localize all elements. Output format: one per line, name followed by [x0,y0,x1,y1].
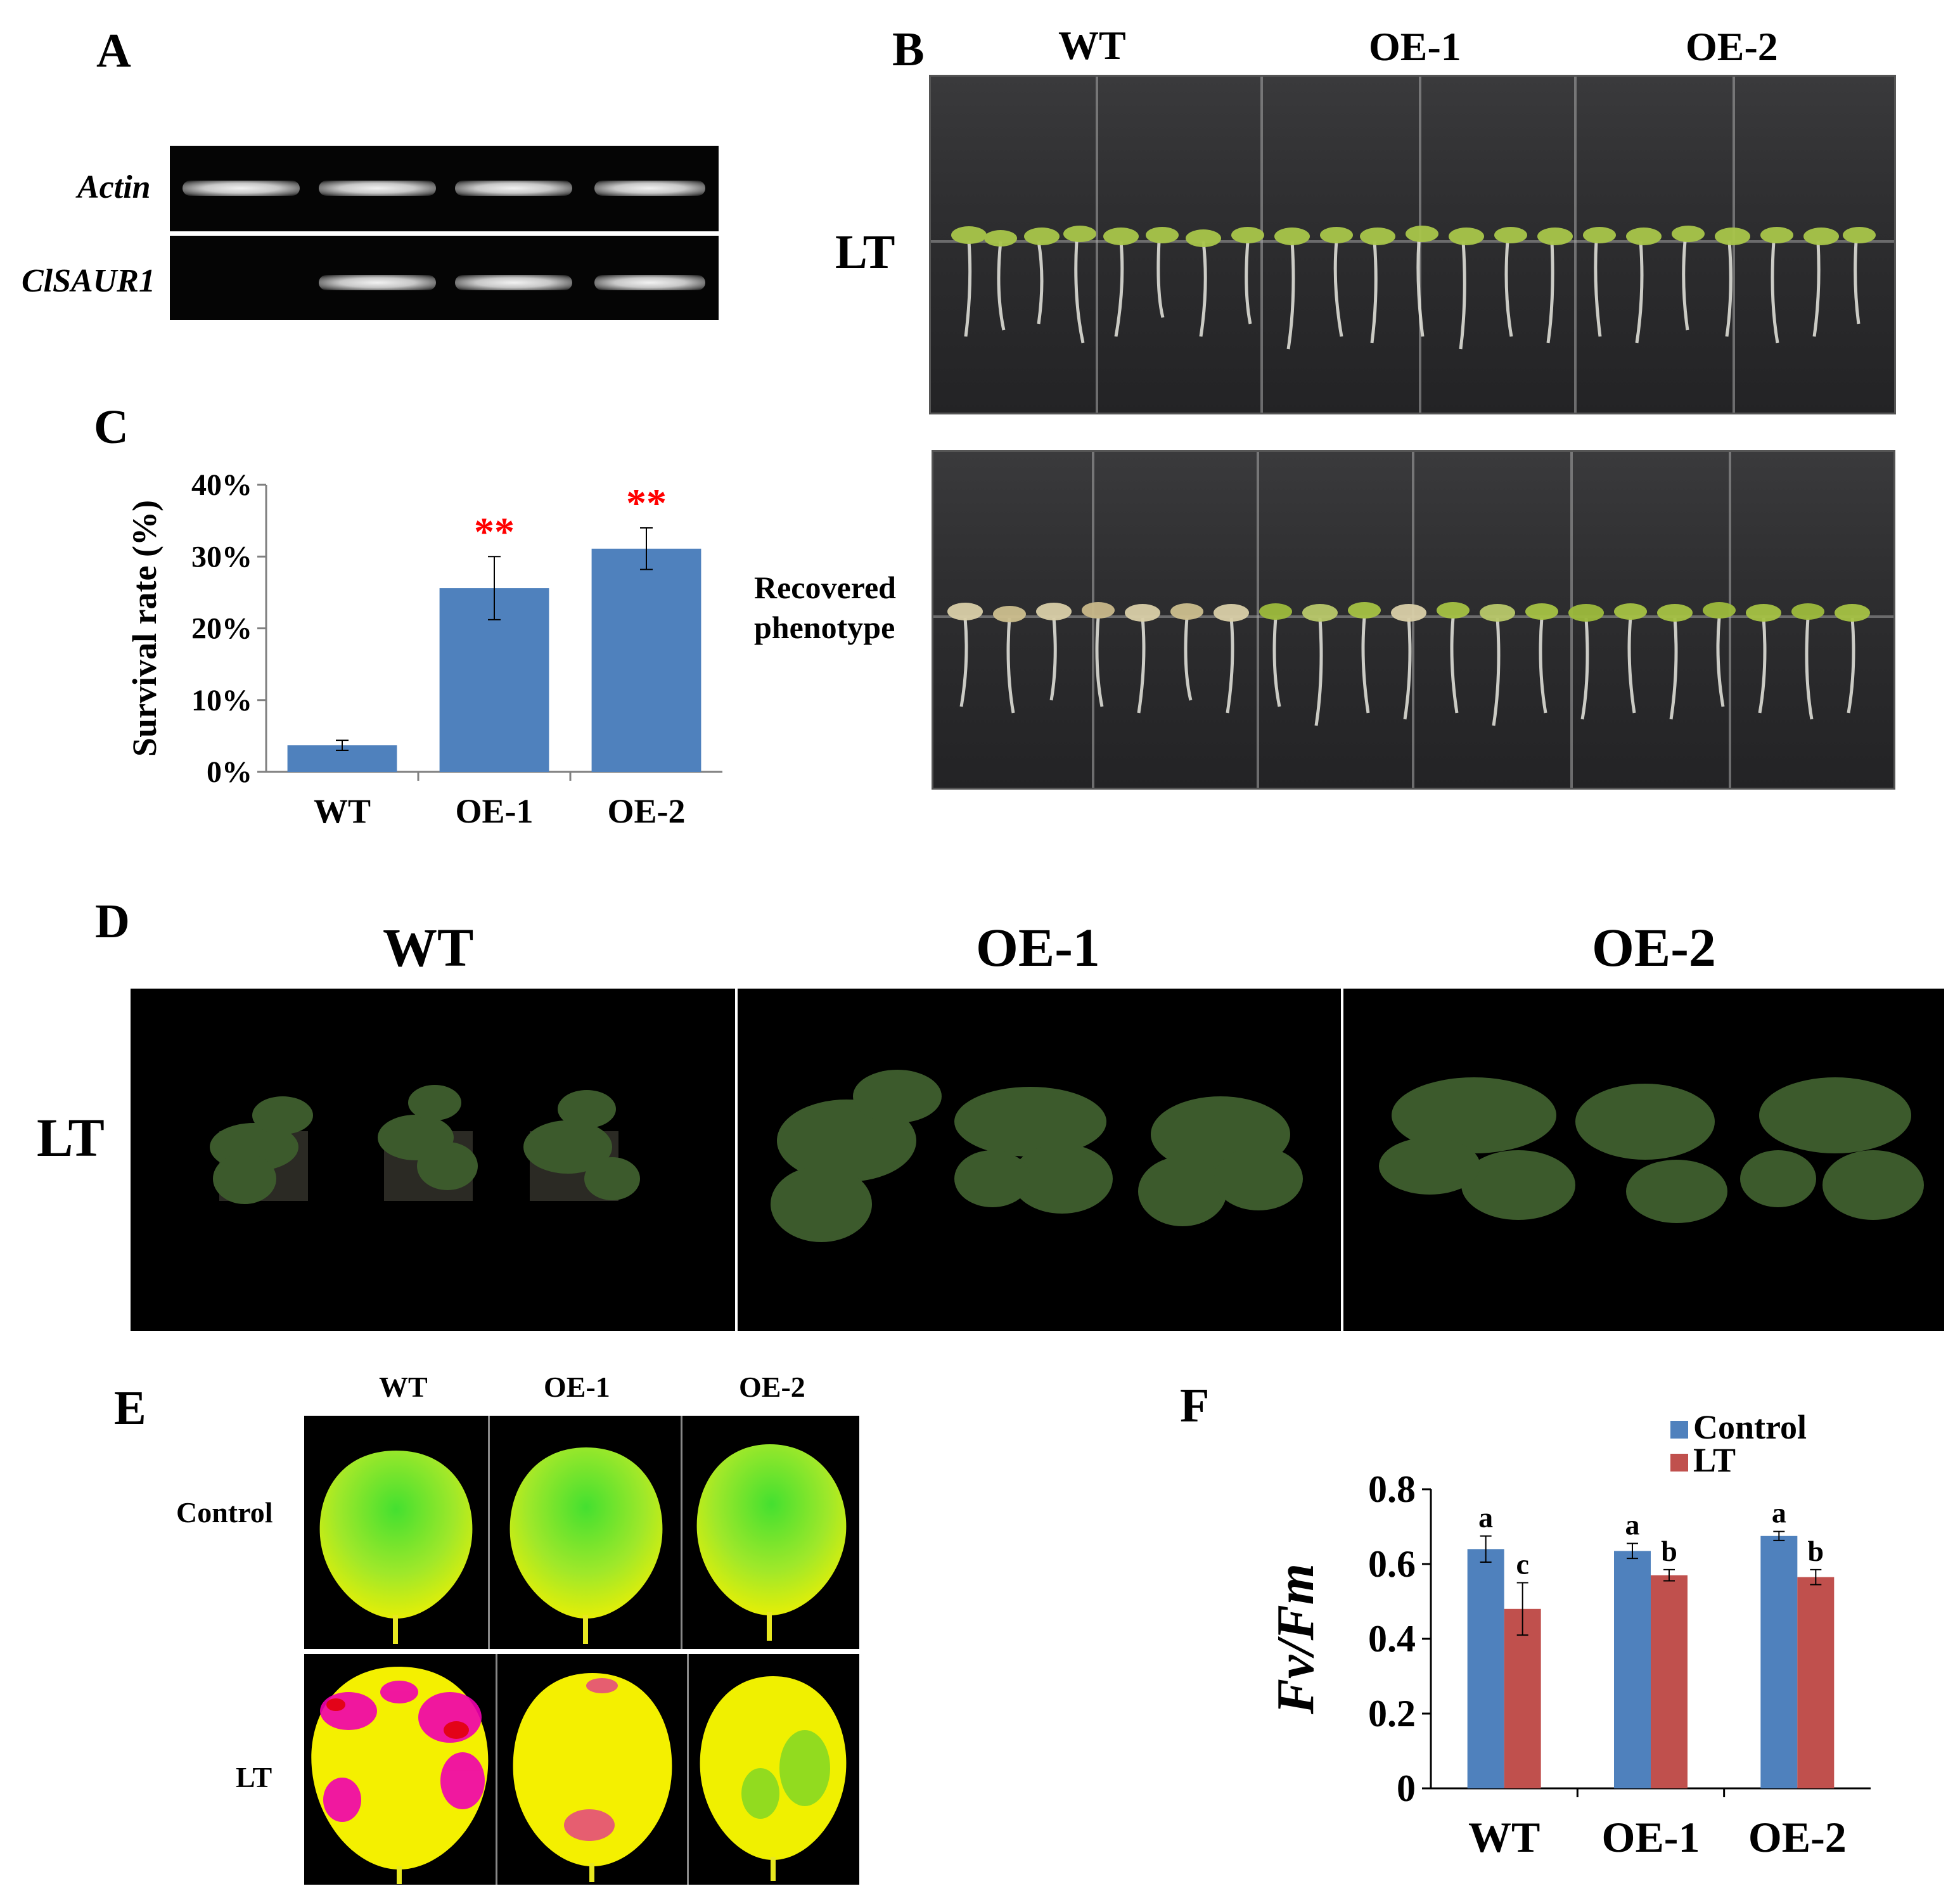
col-label-oe1: OE-1 [544,1371,610,1403]
panel-label-a: A [96,24,131,77]
recovered-seedlings-graphic [947,602,1870,726]
row-label-lt: LT [236,1761,272,1793]
seedlings-graphic [951,226,1876,350]
panel-label-c: C [94,401,129,454]
gel-band [183,181,300,196]
gel-band [319,181,436,196]
legend-label: LT [1693,1441,1736,1479]
row-label-control: Control [176,1496,273,1529]
chlorophyll-fluorescence-control-image [304,1416,859,1649]
y-tick-label: 30% [191,540,252,574]
y-tick-label: 0% [207,755,252,789]
chlorophyll-fluorescence-lt-image [304,1654,859,1885]
bar [1614,1551,1651,1788]
row-label-lt: LT [37,1107,105,1168]
col-label-oe2: OE-2 [1592,917,1716,978]
significance-mark: ** [474,509,515,554]
x-tick-label: WT [314,792,371,830]
gel-band [455,275,572,290]
col-label-wt: WT [379,1371,428,1403]
gel-label-actin: Actin [77,169,151,205]
row-label-phenotype: phenotype [754,610,895,645]
col-label-oe2: OE-2 [1686,24,1778,69]
y-tick-label: 40% [191,468,252,502]
significance-letter: b [1661,1535,1677,1567]
significance-letter: c [1516,1548,1528,1581]
x-tick-label: OE-2 [607,792,685,830]
y-axis-title: Fv/Fm [1266,1563,1325,1715]
seedling-plate-recovered-photo [932,450,1895,790]
significance-letter: a [1772,1497,1786,1529]
y-tick-label: 0.6 [1368,1543,1416,1585]
x-tick-label: WT [1468,1813,1540,1861]
col-label-oe1: OE-1 [1369,24,1461,69]
gel-band [594,181,705,196]
gel-clsaur1 [170,236,719,320]
y-tick-label: 10% [191,684,252,717]
panel-label-b: B [892,23,925,76]
bar [1504,1608,1541,1788]
gel-band [455,181,572,196]
y-tick-label: 0.8 [1368,1468,1416,1510]
significance-mark: ** [626,480,667,525]
bar [591,548,701,772]
leaves-lt-graphic [311,1667,847,1884]
bar [1797,1577,1835,1788]
significance-letter: a [1625,1509,1640,1541]
col-label-wt: WT [383,917,474,978]
bar [1651,1575,1688,1788]
plants-lt-photo [131,989,1944,1331]
x-tick-label: OE-1 [1602,1813,1700,1861]
col-label-oe1: OE-1 [976,917,1100,978]
row-label-recovered: Recovered [754,570,896,605]
bar [1760,1536,1798,1788]
col-label-wt: WT [1058,23,1126,68]
significance-letter: a [1478,1501,1493,1534]
legend-label: Control [1693,1408,1807,1446]
y-tick-label: 20% [191,612,252,646]
panel-label-f: F [1180,1379,1210,1432]
y-tick-label: 0.2 [1368,1693,1416,1734]
bar [1467,1549,1504,1788]
leaves-control-graphic [319,1444,847,1644]
legend-swatch [1670,1454,1688,1472]
col-label-oe2: OE-2 [739,1371,805,1403]
x-tick-label: OE-1 [455,792,533,830]
legend-swatch [1670,1421,1688,1439]
gel-band [319,275,436,290]
x-tick-label: OE-2 [1748,1813,1847,1861]
gel-label-clsaur1: ClSAUR1 [22,263,155,299]
gel-band [594,275,705,290]
y-tick-label: 0.4 [1368,1618,1416,1660]
gel-actin [170,146,719,231]
panel-label-e: E [114,1382,146,1435]
y-tick-label: 0 [1397,1767,1416,1809]
seedling-plate-lt-photo [929,75,1896,414]
panel-label-d: D [95,895,130,948]
y-axis-title: Survival rate (%) [125,500,163,757]
significance-letter: b [1808,1535,1824,1567]
plants-graphic [210,1070,1924,1242]
row-label-lt: LT [835,226,895,279]
